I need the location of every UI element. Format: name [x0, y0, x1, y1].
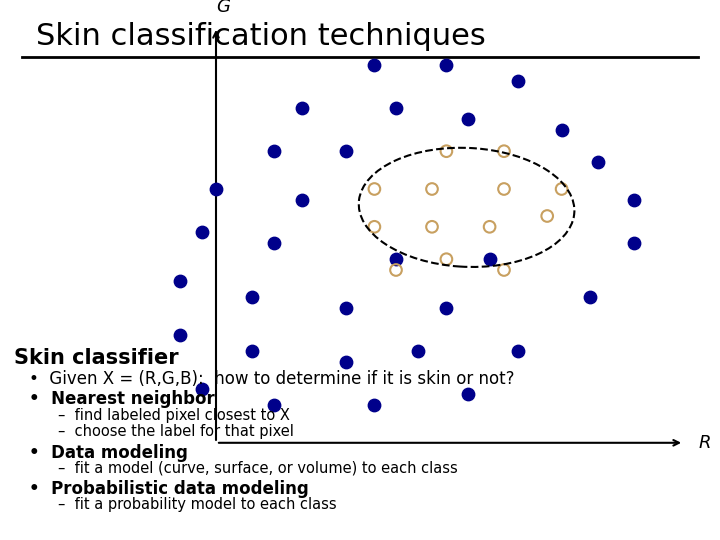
Text: G: G [216, 0, 230, 16]
Point [585, 293, 596, 301]
Point [196, 228, 207, 237]
Text: Skin classification techniques: Skin classification techniques [36, 22, 486, 51]
Point [369, 60, 380, 69]
Text: •  Data modeling: • Data modeling [29, 444, 188, 462]
Text: R: R [698, 434, 711, 452]
Text: •  Probabilistic data modeling: • Probabilistic data modeling [29, 480, 309, 497]
Text: –  fit a probability model to each class: – fit a probability model to each class [58, 497, 336, 512]
Text: Skin classifier: Skin classifier [14, 348, 179, 368]
Point [369, 185, 380, 193]
Point [268, 239, 279, 247]
Point [513, 77, 524, 85]
Point [441, 303, 452, 312]
Point [592, 158, 603, 166]
Point [498, 147, 510, 156]
Text: •  Nearest neighbor: • Nearest neighbor [29, 390, 215, 408]
Point [297, 195, 308, 204]
Point [174, 330, 186, 339]
Point [390, 104, 402, 112]
Point [369, 222, 380, 231]
Point [390, 255, 402, 264]
Text: •  Given X = (R,G,B):  how to determine if it is skin or not?: • Given X = (R,G,B): how to determine if… [29, 370, 514, 388]
Point [441, 60, 452, 69]
Point [268, 401, 279, 409]
Point [390, 266, 402, 274]
Point [412, 347, 423, 355]
Point [441, 255, 452, 264]
Point [513, 347, 524, 355]
Point [462, 114, 474, 123]
Point [246, 293, 258, 301]
Point [340, 303, 351, 312]
Point [246, 347, 258, 355]
Point [268, 147, 279, 156]
Point [556, 125, 567, 134]
Text: –  find labeled pixel closest to X: – find labeled pixel closest to X [58, 408, 289, 423]
Point [628, 239, 639, 247]
Text: –  fit a model (curve, surface, or volume) to each class: – fit a model (curve, surface, or volume… [58, 460, 457, 475]
Point [628, 195, 639, 204]
Point [426, 222, 438, 231]
Point [340, 147, 351, 156]
Point [340, 357, 351, 366]
Point [369, 401, 380, 409]
Point [426, 185, 438, 193]
Point [462, 390, 474, 399]
Point [210, 185, 222, 193]
Point [498, 266, 510, 274]
Point [441, 147, 452, 156]
Point [297, 104, 308, 112]
Text: –  choose the label for that pixel: – choose the label for that pixel [58, 424, 294, 439]
Point [196, 384, 207, 393]
Point [556, 185, 567, 193]
Point [174, 276, 186, 285]
Point [541, 212, 553, 220]
Point [498, 185, 510, 193]
Point [484, 255, 495, 264]
Point [484, 222, 495, 231]
